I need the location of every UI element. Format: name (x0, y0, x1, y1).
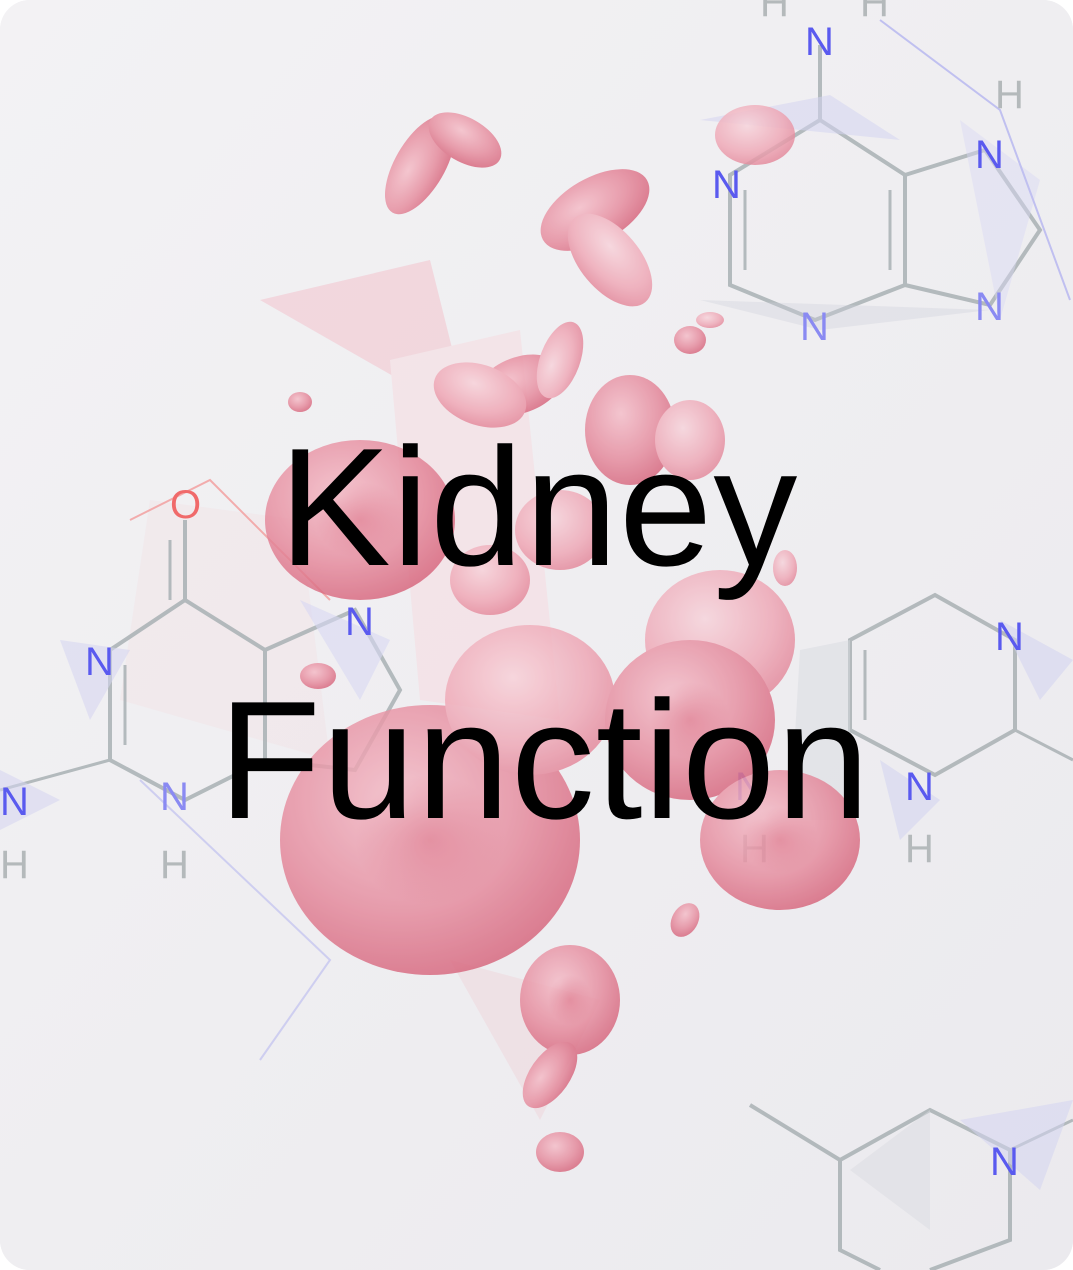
svg-text:H: H (760, 0, 789, 25)
card-title-line-1: Kidney (278, 413, 799, 601)
svg-text:H: H (905, 827, 934, 871)
svg-text:H: H (0, 843, 29, 887)
svg-text:H: H (860, 0, 889, 25)
molecule-bottom-right (748, 1100, 1073, 1270)
svg-text:N: N (990, 1140, 1019, 1184)
molecule-top-right-atoms: N H N N N N H H (712, 0, 1024, 349)
card-title-line-2: Function (218, 666, 871, 854)
svg-text:O: O (170, 483, 201, 527)
molecule-bottom-right-atoms: N (990, 1140, 1019, 1184)
svg-text:N: N (805, 20, 834, 64)
svg-text:N: N (85, 640, 114, 684)
svg-text:N: N (0, 780, 29, 824)
svg-text:H: H (160, 843, 189, 887)
svg-text:N: N (975, 285, 1004, 329)
molecule-left (0, 478, 403, 1061)
svg-text:H: H (995, 73, 1024, 117)
svg-text:N: N (712, 163, 741, 207)
svg-text:N: N (995, 615, 1024, 659)
svg-text:N: N (800, 305, 829, 349)
svg-text:N: N (160, 775, 189, 819)
molecule-top-right (700, 19, 1071, 330)
molecule-left-atoms: O N N N N H H (0, 483, 374, 887)
svg-text:N: N (345, 600, 374, 644)
blood-cells (265, 105, 860, 1172)
svg-text:N: N (905, 765, 934, 809)
svg-text:N: N (975, 133, 1004, 177)
